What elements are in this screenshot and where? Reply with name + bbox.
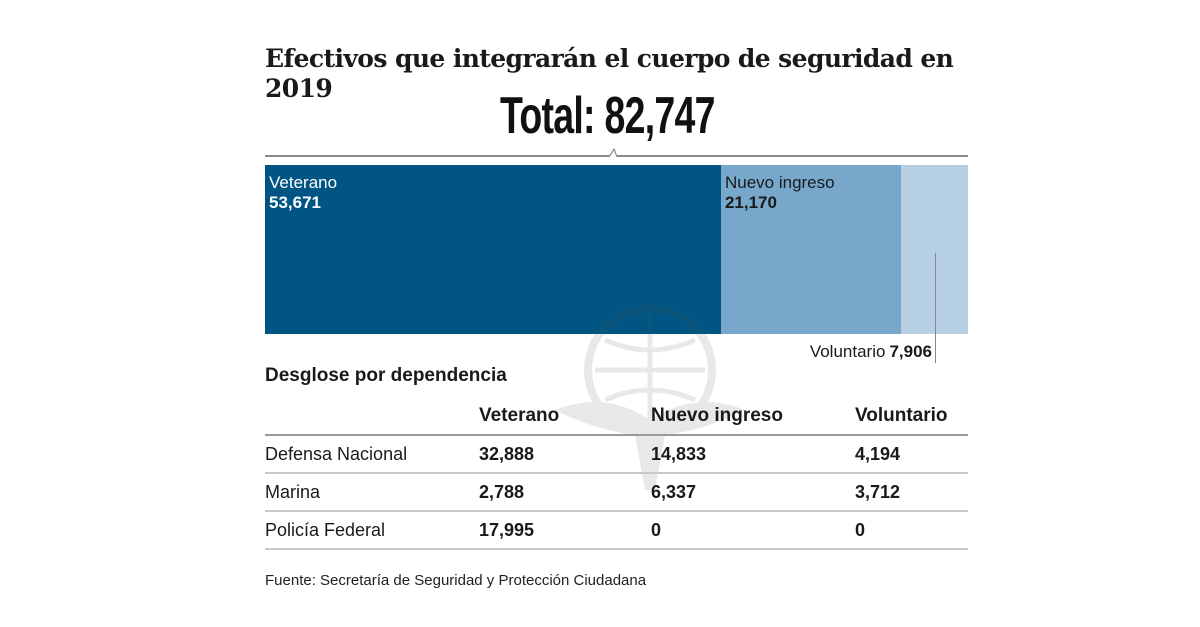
- voluntario-label: Voluntario 7,906: [810, 342, 932, 362]
- cell-value: 0: [651, 511, 855, 550]
- cell-value: 6,337: [651, 473, 855, 512]
- segment-label: Nuevo ingreso 21,170: [725, 173, 835, 213]
- segment-name: Voluntario: [809, 342, 886, 361]
- bar-segment-veterano: Veterano 53,671: [265, 165, 721, 334]
- header-cell: Nuevo ingreso: [651, 398, 855, 436]
- segment-value: 53,671: [269, 193, 321, 212]
- stacked-bar: Veterano 53,671 Nuevo ingreso 21,170: [265, 165, 968, 334]
- segment-value: 7,906: [889, 342, 932, 361]
- segment-name: Nuevo ingreso: [724, 173, 835, 192]
- table-row: Defensa Nacional 32,888 14,833 4,194: [265, 435, 968, 474]
- total-label: Total: 82,747: [500, 87, 715, 145]
- source-note: Fuente: Secretaría de Seguridad y Protec…: [265, 572, 647, 589]
- segment-name: Veterano: [269, 173, 338, 192]
- cell-value: 14,833: [651, 435, 855, 474]
- voluntario-leader-line: [935, 253, 936, 363]
- cell-value: 32,888: [479, 435, 651, 474]
- cell-value: 3,712: [855, 473, 968, 512]
- bar-segment-voluntario: [900, 165, 968, 334]
- table-row: Policía Federal 17,995 0 0: [265, 511, 968, 550]
- breakdown-table: Veterano Nuevo ingreso Voluntario Defens…: [265, 398, 968, 550]
- segment-label: Veterano 53,671: [269, 173, 337, 213]
- cell-value: 0: [855, 511, 968, 550]
- pointer-icon: [609, 148, 618, 157]
- bar-segment-nuevo-ingreso: Nuevo ingreso 21,170: [720, 165, 901, 334]
- cell-value: 4,194: [855, 435, 968, 474]
- segment-value: 21,170: [724, 193, 777, 212]
- cell-value: 17,995: [479, 511, 651, 550]
- cell-value: 2,788: [479, 473, 651, 512]
- table-header-row: Veterano Nuevo ingreso Voluntario: [265, 398, 968, 436]
- header-cell: Voluntario: [855, 398, 968, 436]
- header-cell: [265, 398, 479, 436]
- row-label: Defensa Nacional: [265, 435, 479, 474]
- header-cell: Veterano: [479, 398, 651, 436]
- row-label: Marina: [265, 473, 479, 512]
- breakdown-title: Desglose por dependencia: [265, 365, 507, 386]
- chart-title: Efectivos que integrarán el cuerpo de se…: [265, 44, 954, 103]
- row-label: Policía Federal: [265, 511, 479, 550]
- table-row: Marina 2,788 6,337 3,712: [265, 473, 968, 512]
